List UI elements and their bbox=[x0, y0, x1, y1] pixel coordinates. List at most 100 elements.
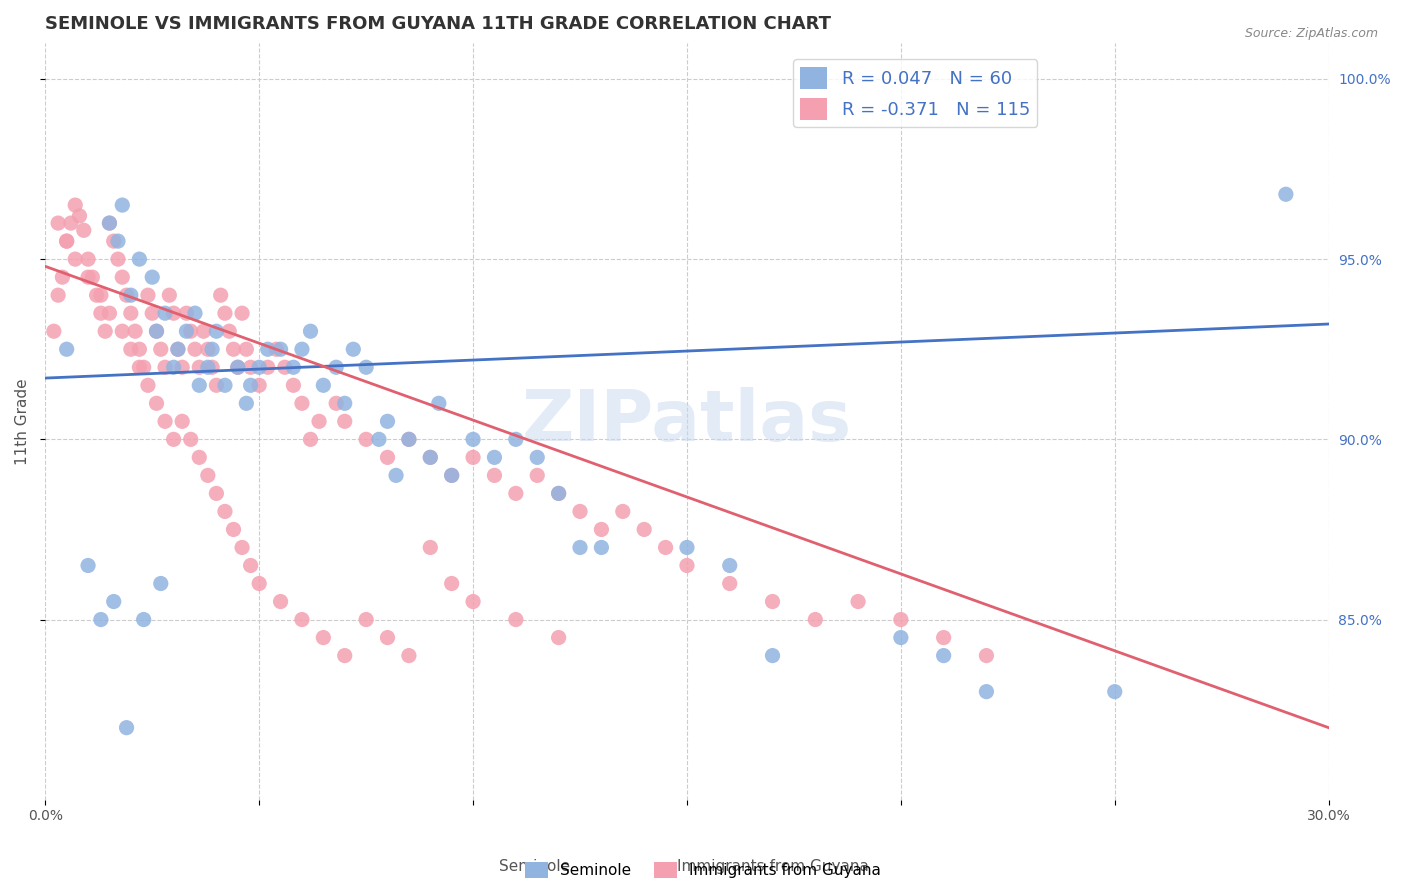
Point bbox=[235, 396, 257, 410]
Point bbox=[505, 433, 527, 447]
Point bbox=[145, 324, 167, 338]
Point bbox=[201, 343, 224, 357]
Point bbox=[591, 523, 613, 537]
Point bbox=[427, 396, 450, 410]
Text: SEMINOLE VS IMMIGRANTS FROM GUYANA 11TH GRADE CORRELATION CHART: SEMINOLE VS IMMIGRANTS FROM GUYANA 11TH … bbox=[45, 15, 831, 33]
Legend: Seminole, Immigrants from Guyana: Seminole, Immigrants from Guyana bbox=[519, 856, 887, 884]
Point bbox=[136, 288, 159, 302]
Point bbox=[153, 306, 176, 320]
Point bbox=[299, 324, 322, 338]
Point bbox=[976, 648, 998, 663]
Point bbox=[377, 450, 399, 465]
Point bbox=[172, 360, 194, 375]
Point bbox=[256, 360, 278, 375]
Point bbox=[270, 343, 292, 357]
Point bbox=[325, 360, 347, 375]
Point bbox=[59, 216, 82, 230]
Point bbox=[167, 343, 190, 357]
Point bbox=[77, 270, 100, 285]
Point bbox=[73, 223, 96, 237]
Point bbox=[209, 288, 232, 302]
Point bbox=[333, 414, 356, 428]
Point bbox=[214, 504, 236, 518]
Point bbox=[128, 343, 150, 357]
Point bbox=[932, 648, 955, 663]
Point bbox=[308, 414, 330, 428]
Point bbox=[222, 343, 245, 357]
Text: Immigrants from Guyana: Immigrants from Guyana bbox=[678, 859, 869, 874]
Point bbox=[205, 486, 228, 500]
Point bbox=[231, 306, 253, 320]
Point bbox=[440, 576, 463, 591]
Point bbox=[214, 306, 236, 320]
Point bbox=[461, 594, 484, 608]
Point bbox=[222, 523, 245, 537]
Point bbox=[239, 378, 262, 392]
Point bbox=[153, 414, 176, 428]
Point bbox=[291, 343, 314, 357]
Point bbox=[42, 324, 65, 338]
Point bbox=[141, 306, 163, 320]
Point bbox=[98, 216, 121, 230]
Point bbox=[98, 216, 121, 230]
Point bbox=[218, 324, 240, 338]
Point bbox=[205, 324, 228, 338]
Point bbox=[1104, 684, 1126, 698]
Point bbox=[354, 360, 377, 375]
Point bbox=[145, 396, 167, 410]
Point bbox=[654, 541, 676, 555]
Point bbox=[419, 450, 441, 465]
Point bbox=[188, 360, 211, 375]
Point bbox=[149, 576, 172, 591]
Point bbox=[761, 594, 783, 608]
Point bbox=[526, 468, 548, 483]
Point bbox=[124, 324, 146, 338]
Y-axis label: 11th Grade: 11th Grade bbox=[15, 378, 30, 465]
Point bbox=[354, 433, 377, 447]
Point bbox=[120, 288, 142, 302]
Point bbox=[111, 270, 134, 285]
Point bbox=[120, 343, 142, 357]
Point bbox=[180, 324, 202, 338]
Point bbox=[385, 468, 408, 483]
Point bbox=[46, 216, 69, 230]
Point bbox=[132, 360, 155, 375]
Point bbox=[90, 288, 112, 302]
Point bbox=[761, 648, 783, 663]
Point bbox=[283, 360, 305, 375]
Point bbox=[354, 613, 377, 627]
Point bbox=[107, 252, 129, 267]
Point bbox=[193, 324, 215, 338]
Point bbox=[461, 450, 484, 465]
Point bbox=[235, 343, 257, 357]
Point bbox=[419, 450, 441, 465]
Point bbox=[197, 343, 219, 357]
Legend: R = 0.047   N = 60, R = -0.371   N = 115: R = 0.047 N = 60, R = -0.371 N = 115 bbox=[793, 60, 1038, 127]
Point bbox=[256, 343, 278, 357]
Point bbox=[184, 306, 207, 320]
Point bbox=[526, 450, 548, 465]
Point bbox=[226, 360, 249, 375]
Point bbox=[299, 433, 322, 447]
Text: ZIPatlas: ZIPatlas bbox=[522, 387, 852, 456]
Point bbox=[484, 450, 506, 465]
Point bbox=[90, 306, 112, 320]
Point bbox=[188, 450, 211, 465]
Point bbox=[103, 234, 125, 248]
Point bbox=[291, 396, 314, 410]
Point bbox=[932, 631, 955, 645]
Point bbox=[312, 631, 335, 645]
Point bbox=[111, 198, 134, 212]
Point bbox=[377, 414, 399, 428]
Point bbox=[633, 523, 655, 537]
Point bbox=[77, 252, 100, 267]
Point bbox=[804, 613, 827, 627]
Point bbox=[157, 288, 180, 302]
Point bbox=[172, 414, 194, 428]
Point bbox=[676, 541, 699, 555]
Point bbox=[440, 468, 463, 483]
Point bbox=[547, 631, 569, 645]
Point bbox=[214, 378, 236, 392]
Point bbox=[55, 343, 77, 357]
Point bbox=[398, 433, 420, 447]
